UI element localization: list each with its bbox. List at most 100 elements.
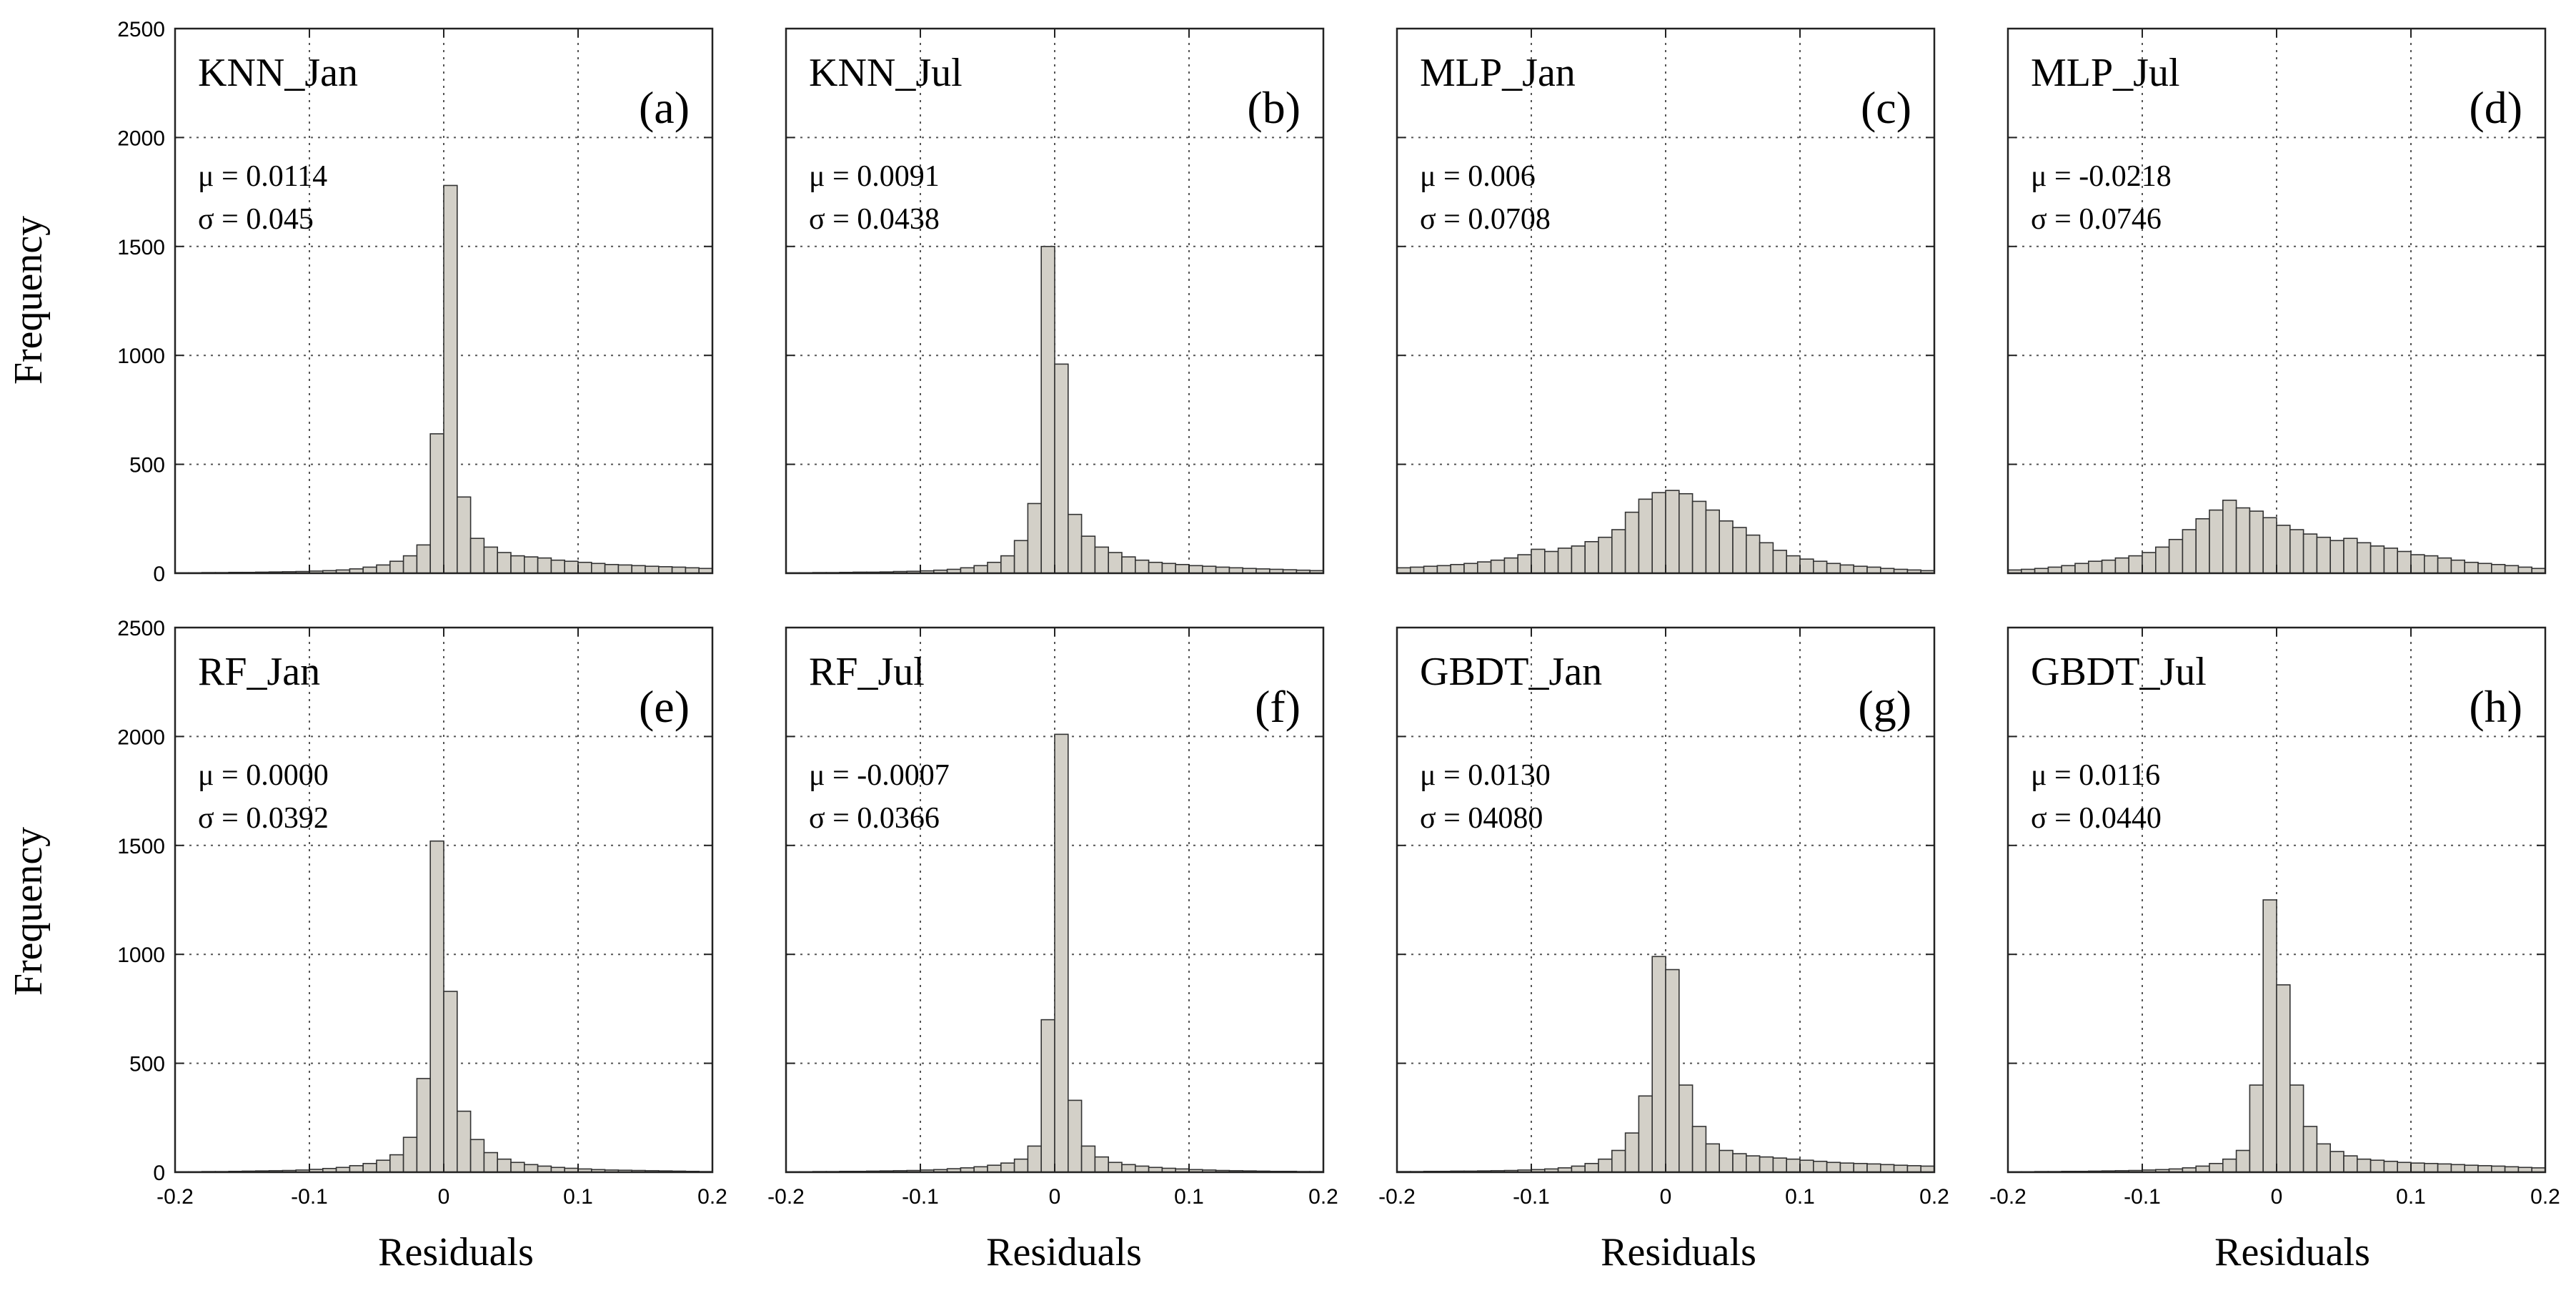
histogram-bar <box>1880 1164 1895 1173</box>
histogram-bar <box>1759 1156 1774 1173</box>
histogram-bar <box>483 1151 499 1173</box>
y-tick-label: 500 <box>129 454 165 477</box>
histogram-bar <box>1719 520 1734 574</box>
histogram-bar <box>2437 557 2452 574</box>
histogram-bar <box>456 1110 472 1173</box>
histogram-bar <box>523 556 539 574</box>
y-axis-label-top: Frequency <box>6 216 51 385</box>
histogram-bar <box>2424 1163 2439 1173</box>
histogram-bar <box>1651 956 1666 1173</box>
histogram-bar <box>1027 502 1043 574</box>
histogram-bar <box>362 1163 377 1173</box>
histogram-bar <box>1202 565 1217 574</box>
histogram-bar <box>987 561 1002 574</box>
histogram-bar <box>1013 1158 1029 1173</box>
histogram-bar <box>1813 1160 1828 1173</box>
histogram-bar <box>564 560 579 574</box>
histogram-bar <box>456 496 472 574</box>
histogram-bar <box>537 1165 552 1173</box>
histogram-bar <box>1517 554 1532 574</box>
histogram-bar <box>2088 560 2103 574</box>
panel-tag: (f) <box>1255 681 1301 732</box>
histogram-bar <box>2128 555 2143 574</box>
sigma-annotation: σ = 0.0438 <box>809 203 940 236</box>
x-tick-label: 0.1 <box>2396 1185 2426 1209</box>
histogram-bar <box>1853 1163 1868 1173</box>
histogram-bar <box>2061 565 2076 574</box>
x-tick-label: 0.2 <box>697 1185 727 1209</box>
histogram-bar <box>1094 1156 1110 1173</box>
histogram-bar <box>1746 1155 1761 1173</box>
histogram-bar <box>2302 533 2318 574</box>
histogram-bar <box>1121 1164 1136 1173</box>
histogram-bar <box>590 563 606 574</box>
histogram-bar <box>1705 509 1720 574</box>
histogram-bar <box>1598 536 1613 574</box>
histogram-bar <box>1040 1019 1055 1173</box>
histogram-bar <box>2249 1084 2264 1173</box>
histogram-bar <box>2222 1158 2237 1173</box>
histogram-bar <box>604 564 620 574</box>
histogram-bar <box>1759 542 1774 574</box>
x-axis-label-h: Residuals <box>2214 1230 2370 1274</box>
histogram-bar <box>1598 1158 1613 1173</box>
histogram-bar <box>1893 1164 1909 1173</box>
mu-annotation: μ = 0.0000 <box>198 759 329 792</box>
histogram-bar <box>2357 542 2372 574</box>
histogram-bar <box>631 565 646 574</box>
histogram-bar <box>510 1161 525 1173</box>
histogram-bar <box>1813 560 1828 574</box>
histogram-bar <box>469 1139 485 1173</box>
histogram-bar <box>671 566 687 574</box>
histogram-bar <box>1571 545 1586 574</box>
histogram-bar <box>1188 565 1203 574</box>
x-axis-label-e: Residuals <box>378 1230 534 1274</box>
histogram-bar <box>1490 559 1506 574</box>
x-tick-label: 0.2 <box>2530 1185 2560 1209</box>
histogram-bar <box>1679 1084 1694 1173</box>
mu-annotation: μ = 0.0130 <box>1420 759 1551 792</box>
histogram-bar <box>2424 555 2439 574</box>
histogram-bar <box>2450 559 2465 574</box>
histogram-bar <box>402 1136 418 1173</box>
histogram-bar <box>1826 1161 1841 1173</box>
histogram-bar <box>1161 563 1177 574</box>
histogram-bar <box>1665 968 1680 1173</box>
panel-title: KNN_Jul <box>809 51 963 95</box>
y-tick-label: 2000 <box>117 127 165 150</box>
histogram-bar <box>1135 1165 1150 1173</box>
histogram-bar <box>2504 565 2520 574</box>
histogram-bar <box>2477 563 2492 574</box>
histogram-bar <box>2222 500 2237 574</box>
histogram-bar <box>497 552 512 574</box>
histogram-bar <box>2491 564 2506 574</box>
histogram-bar <box>1531 548 1546 574</box>
histogram-bar <box>510 555 525 574</box>
histogram-bar <box>1611 1149 1626 1173</box>
x-tick-label: -0.2 <box>1989 1185 2027 1209</box>
histogram-bar <box>1175 564 1190 574</box>
histogram-bar <box>2249 510 2264 574</box>
histogram-bar <box>2410 1162 2425 1173</box>
histogram-bar <box>1651 492 1666 574</box>
histogram-bar <box>1920 1165 1935 1173</box>
histogram-bar <box>1732 1153 1747 1173</box>
sigma-annotation: σ = 0.0440 <box>2031 802 2162 835</box>
y-tick-label: 2500 <box>117 18 165 41</box>
histogram-bar <box>2142 552 2157 574</box>
histogram-bar <box>2329 540 2344 574</box>
histogram-bar <box>1068 513 1083 574</box>
histogram-bar <box>577 561 592 574</box>
panel-title: RF_Jul <box>809 650 925 694</box>
histogram-bar <box>1108 1161 1123 1173</box>
mu-annotation: μ = 0.0114 <box>198 160 327 193</box>
histogram-bar <box>1054 363 1069 574</box>
panel-title: RF_Jan <box>198 650 320 694</box>
histogram-bar <box>2410 554 2425 574</box>
histogram-bar <box>376 564 391 574</box>
histogram-bar <box>2369 545 2385 574</box>
mu-annotation: μ = 0.0116 <box>2031 759 2160 792</box>
histogram-bar <box>1839 1162 1854 1173</box>
x-tick-label: 0.2 <box>1919 1185 1949 1209</box>
